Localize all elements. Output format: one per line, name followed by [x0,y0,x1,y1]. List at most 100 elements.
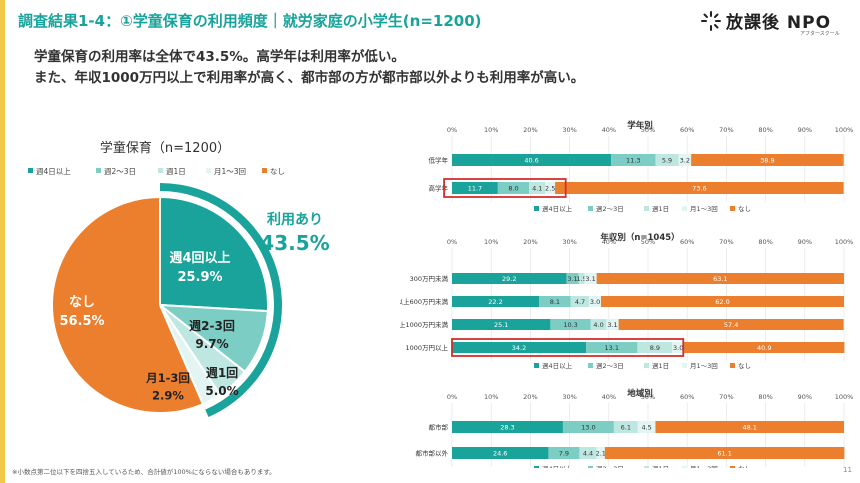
bar-value-label: 61.1 [717,450,731,458]
bar-value-label: 40.6 [524,157,538,165]
bar-segment [529,182,546,194]
tick-label: 50% [641,238,655,246]
category-label: 低学年 [429,156,449,165]
highlight-box [451,338,685,357]
category-label: 300万円以上600万円未満 [400,297,448,306]
category-label: 1000万円以上 [405,343,448,352]
bar-chart-1: 学年別 0% 10% 20% 30% 40% 50% 60% 70% 80% 90% 100% 低学年 4… [429,120,854,213]
bar-legend-label: 週2～3日 [596,204,624,213]
bar-segment [550,319,591,330]
bar-value-label: 4.4 [583,450,593,458]
bar-segment [539,296,571,307]
pie-slice-1 [159,195,269,313]
bar-segment [452,319,551,330]
bar-value-label: 11.3 [626,157,640,165]
pie-legend-label: なし [270,167,285,176]
pie-slice-5 [51,195,205,414]
bar-value-label: 10.3 [563,321,577,329]
bar-segment [555,182,844,194]
tick-label: 0% [447,238,457,246]
bar-value-label: 8.0 [508,185,518,193]
bar-value-label: 3.1 [607,321,617,329]
pie-slice-value: 9.7% [195,337,228,351]
tick-label: 0% [447,393,457,401]
page-title: 調査結果1-4：①学童保育の利用頻度｜就労家庭の小学生(n=1200) [18,12,482,30]
bar-segment [596,447,605,459]
tick-label: 70% [719,238,733,246]
pie-labels: 週4回以上 25.9% 週2-3回 9.7% 週1回 5.0% 月1-3回 2.9% なし 56.… [59,251,238,403]
bar-value-label: 2.1 [596,450,606,458]
pie-legend-swatch [96,168,101,173]
highlight-box [443,178,567,198]
bar-value-label: 63.1 [713,275,727,283]
bar-value-label: 3.1 [585,275,595,283]
bar-value-label: 73.6 [692,185,706,193]
logo-text: 放課後 NPO [726,13,832,33]
tick-label: 20% [523,126,537,134]
bar-value-label: 57.4 [724,321,738,329]
bar-chart-title: 地域別 [627,388,653,399]
tick-label: 40% [602,126,616,134]
bar-segment [586,342,638,353]
tick-label: 70% [719,126,733,134]
bar-value-label: 7.9 [559,450,569,458]
tick-label: 80% [758,126,772,134]
bar-value-label: 62.0 [715,298,729,306]
bar-value-label: 3.1 [567,275,577,283]
bar-segment [637,421,656,433]
tick-label: 50% [641,126,655,134]
bar-segment [637,342,673,353]
bar-legend-swatch [588,363,593,368]
bar-value-label: 48.1 [742,424,756,432]
bar-segment [678,154,692,166]
bar-segment [545,182,556,194]
bar-legend-label: 週4日以上 [542,464,573,468]
bar-legend-swatch [588,466,593,468]
bar-value-label: 4.7 [575,298,585,306]
bar-segment [452,273,567,284]
bar-value-label: 4.0 [593,321,603,329]
bar-segment [691,154,844,166]
bar-legend-label: 月1～3回 [690,465,718,468]
bar-legend-swatch [534,206,539,211]
bar-segment [566,273,579,284]
logo-sparkle-icon [701,10,721,31]
summary-line-2: また、年収1000万円以上で利用率が高く、都市部の方が都市部以外よりも利用率が高… [34,70,585,86]
bar-segment [655,154,679,166]
bar-legend-label: なし [738,205,751,213]
bar-segment [579,447,597,459]
bar-segment [604,447,845,459]
bar-value-label: 24.6 [493,450,507,458]
bar-segment [497,182,530,194]
bar-segment [562,421,614,433]
category-label: 都市部 [429,423,449,432]
bar-legend-label: 週2～3日 [596,361,624,370]
pie-legend-swatch [262,168,267,173]
tick-label: 90% [798,393,812,401]
bar-legend-swatch [682,363,687,368]
tick-label: 80% [758,238,772,246]
bar-value-label: 4.1 [532,185,542,193]
bar-chart-title: 学年別 [627,120,653,131]
tick-label: 60% [680,126,694,134]
tick-label: 90% [798,238,812,246]
bar-legend-label: 週1日 [652,361,669,370]
tick-label: 40% [602,238,616,246]
pie-legend-label: 週1日 [166,167,186,176]
tick-label: 80% [758,393,772,401]
bar-legend-swatch [644,363,649,368]
bar-segment [452,342,587,353]
bar-value-label: 25.1 [494,321,508,329]
tick-label: 10% [484,393,498,401]
bar-value-label: 29.2 [502,275,516,283]
pie-chart: 学童保育（n=1200） 週4日以上 週2～3日 週1日 月1～3回 なし 週4回以上2… [28,140,330,417]
tick-label: 10% [484,238,498,246]
pie-slice-name: 週2-3回 [189,318,235,333]
bar-legend-swatch [730,466,735,468]
bar-legend-swatch [682,466,687,468]
tick-label: 70% [719,393,733,401]
pie-legend-label: 週2～3日 [104,167,136,176]
accent-bar [0,0,5,483]
bar-segment [613,421,638,433]
pie-legend: 週4日以上 週2～3日 週1日 月1～3回 なし [28,167,285,176]
